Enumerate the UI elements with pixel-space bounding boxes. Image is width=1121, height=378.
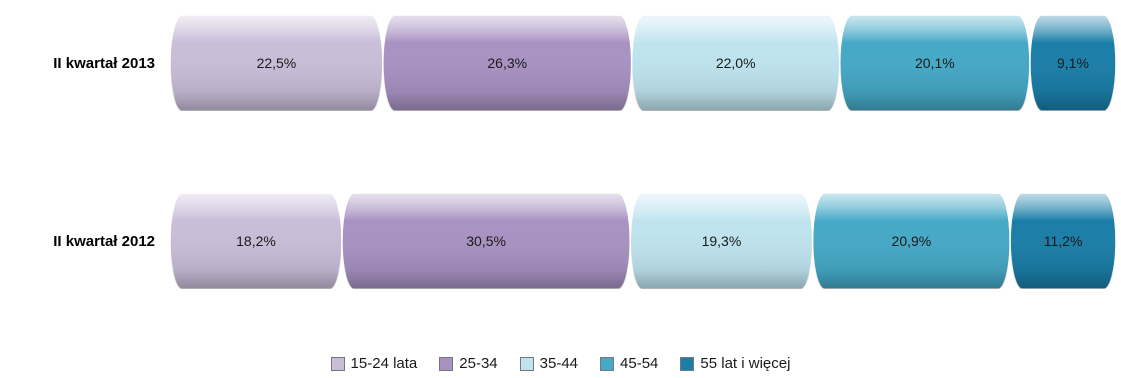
data-label: 22,0% [716,55,756,71]
data-label: 19,3% [702,233,742,249]
stacked-bar-chart: II kwartał 2013 22,5% 26,3% 22,0% 20,1% 9,1% I… [53,14,1117,290]
data-label: 30,5% [466,233,506,249]
bar-segment-shading [631,15,840,111]
legend-swatch [519,356,534,371]
legend-label: 25-34 [459,355,498,372]
legend-label: 15-24 lata [350,355,418,372]
category-label: II kwartał 2012 [53,233,155,250]
data-label: 20,1% [915,55,955,71]
data-label: 18,2% [236,233,276,249]
legend-item: 25-34 [439,355,498,372]
data-label: 9,1% [1057,55,1089,71]
bar-segment-shading [630,193,813,289]
legend-swatch [600,356,615,371]
data-label: 26,3% [487,55,527,71]
bar-segment-shading [839,15,1030,111]
category-label: II kwartał 2013 [53,55,155,72]
data-label: 22,5% [257,55,297,71]
legend-swatch [680,356,695,371]
legend-item: 35-44 [519,355,579,372]
bar-segment-shading [812,193,1011,289]
legend-label: 45-54 [620,355,659,372]
bar-segment-shading [1029,15,1116,111]
legend-swatch [439,356,454,371]
bar-segment-shading [382,15,632,111]
data-label: 11,2% [1044,233,1083,249]
legend-swatch [330,356,345,371]
chart-legend: 15-24 lata 25-34 35-44 45-54 55 lat i więcej [0,355,1121,372]
legend-item: 15-24 lata [330,355,418,372]
legend-label: 35-44 [539,355,579,372]
bar-segment-shading [170,15,383,111]
data-label: 20,9% [892,233,932,249]
bar-segment-shading [342,193,631,289]
legend-label: 55 lat i więcej [700,355,791,372]
legend-item: 55 lat i więcej [680,355,790,372]
bar-segment-shading [1010,193,1116,289]
legend-item: 45-54 [600,355,658,372]
bar-segment-shading [170,193,342,289]
